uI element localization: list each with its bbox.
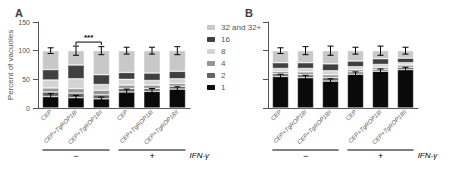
svg-text:8: 8 xyxy=(221,47,226,56)
svg-text:100: 100 xyxy=(18,47,30,54)
svg-text:4: 4 xyxy=(221,59,226,68)
svg-text:CEP: CEP xyxy=(40,109,53,122)
svg-text:CEP: CEP xyxy=(345,109,358,122)
svg-text:0: 0 xyxy=(26,105,30,112)
svg-text:CEP: CEP xyxy=(116,109,129,122)
svg-text:B: B xyxy=(245,7,253,19)
svg-text:+: + xyxy=(378,151,383,161)
svg-text:CEP+TgROP18II: CEP+TgROP18II xyxy=(67,109,104,146)
svg-text:32 and 32+: 32 and 32+ xyxy=(221,23,262,32)
svg-text:+: + xyxy=(149,151,154,161)
svg-text:50: 50 xyxy=(22,76,30,83)
svg-text:150: 150 xyxy=(18,19,30,26)
svg-text:CEP+TgROP18I: CEP+TgROP18I xyxy=(118,108,155,145)
svg-text:−: − xyxy=(303,151,308,161)
svg-text:CEP+TgROP18II: CEP+TgROP18II xyxy=(143,109,180,146)
svg-text:−: − xyxy=(73,151,78,161)
svg-text:CEP+TgROP18I: CEP+TgROP18I xyxy=(347,108,383,145)
svg-text:CEP+TgROP18II: CEP+TgROP18II xyxy=(296,109,333,146)
svg-text:Percent of vacuoles: Percent of vacuoles xyxy=(6,30,15,100)
svg-text:CEP: CEP xyxy=(270,109,283,122)
svg-text:2: 2 xyxy=(221,71,226,80)
svg-text:CEP+TgROP18I: CEP+TgROP18I xyxy=(272,108,308,145)
svg-text:16: 16 xyxy=(221,35,230,44)
svg-text:1: 1 xyxy=(221,83,226,92)
svg-text:A: A xyxy=(15,7,23,19)
svg-text:***: *** xyxy=(84,33,94,42)
svg-text:IFN-γ: IFN-γ xyxy=(418,151,439,160)
svg-text:IFN-γ: IFN-γ xyxy=(190,151,211,160)
svg-text:CEP+TgROP18I: CEP+TgROP18I xyxy=(42,108,79,145)
svg-text:CEP+TgROP18II: CEP+TgROP18II xyxy=(371,109,408,146)
